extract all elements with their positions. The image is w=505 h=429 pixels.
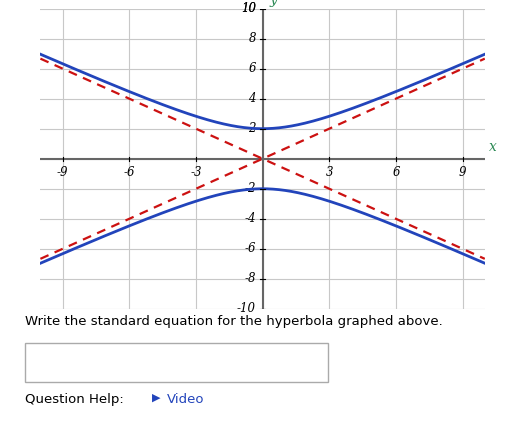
Text: 9: 9	[459, 166, 466, 179]
Text: Question Help:: Question Help:	[25, 393, 124, 405]
Text: -4: -4	[244, 212, 256, 225]
Text: x: x	[489, 140, 497, 154]
Text: Write the standard equation for the hyperbola graphed above.: Write the standard equation for the hype…	[25, 315, 443, 328]
Text: y: y	[269, 0, 277, 7]
Text: -8: -8	[244, 272, 256, 285]
Text: -2: -2	[244, 182, 256, 195]
Text: 4: 4	[248, 92, 256, 105]
Text: 8: 8	[248, 32, 256, 45]
Text: 6: 6	[392, 166, 399, 179]
Text: Video: Video	[167, 393, 204, 405]
Text: ▶: ▶	[152, 393, 160, 402]
Text: -9: -9	[57, 166, 68, 179]
Text: 3: 3	[326, 166, 333, 179]
Text: -6: -6	[244, 242, 256, 255]
Text: 10: 10	[241, 2, 256, 15]
Text: 6: 6	[248, 62, 256, 75]
Text: -10: -10	[237, 302, 256, 315]
Text: 10: 10	[241, 2, 256, 15]
Text: -3: -3	[190, 166, 201, 179]
Text: 2: 2	[248, 122, 256, 135]
Text: -6: -6	[124, 166, 135, 179]
